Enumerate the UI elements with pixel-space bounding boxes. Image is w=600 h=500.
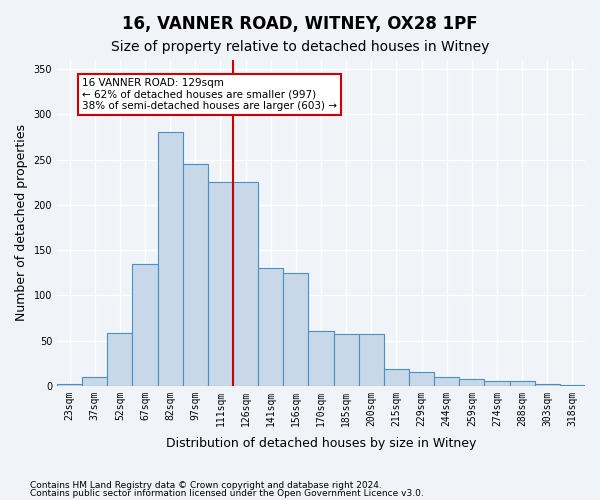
Bar	[82, 376, 107, 386]
Text: 16, VANNER ROAD, WITNEY, OX28 1PF: 16, VANNER ROAD, WITNEY, OX28 1PF	[122, 15, 478, 33]
X-axis label: Distribution of detached houses by size in Witney: Distribution of detached houses by size …	[166, 437, 476, 450]
Text: 16 VANNER ROAD: 129sqm
← 62% of detached houses are smaller (997)
38% of semi-de: 16 VANNER ROAD: 129sqm ← 62% of detached…	[82, 78, 337, 112]
Bar	[158, 132, 183, 386]
Bar	[535, 384, 560, 386]
Bar	[208, 182, 233, 386]
Bar	[384, 370, 409, 386]
Bar	[183, 164, 208, 386]
Bar	[359, 334, 384, 386]
Text: Size of property relative to detached houses in Witney: Size of property relative to detached ho…	[111, 40, 489, 54]
Bar	[484, 382, 509, 386]
Bar	[409, 372, 434, 386]
Bar	[560, 385, 585, 386]
Bar	[107, 334, 133, 386]
Bar	[283, 272, 308, 386]
Text: Contains HM Land Registry data © Crown copyright and database right 2024.: Contains HM Land Registry data © Crown c…	[30, 481, 382, 490]
Bar	[258, 268, 283, 386]
Text: Contains public sector information licensed under the Open Government Licence v3: Contains public sector information licen…	[30, 488, 424, 498]
Bar	[334, 334, 359, 386]
Bar	[57, 384, 82, 386]
Bar	[434, 376, 459, 386]
Bar	[509, 382, 535, 386]
Y-axis label: Number of detached properties: Number of detached properties	[15, 124, 28, 322]
Bar	[233, 182, 258, 386]
Bar	[308, 332, 334, 386]
Bar	[459, 378, 484, 386]
Bar	[133, 264, 158, 386]
